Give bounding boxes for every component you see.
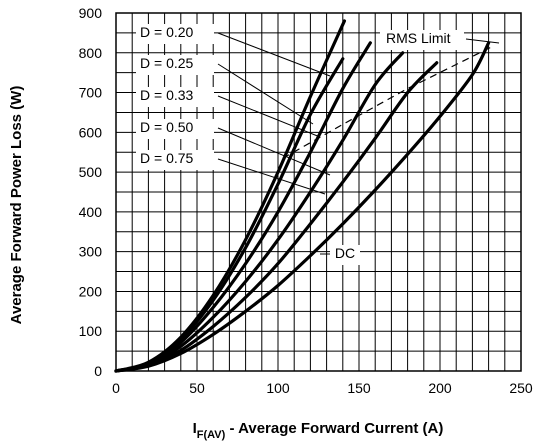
- leader-line-d-0-25: [217, 63, 314, 125]
- leader-line-d-0-50: [217, 127, 331, 176]
- y-tick-label: 0: [94, 363, 102, 379]
- series-label-d-0-50: D = 0.50: [140, 119, 194, 135]
- label-background-d-0-25: [136, 55, 214, 75]
- y-tick-label: 200: [79, 283, 103, 299]
- leader-line-rms-limit: [465, 38, 500, 44]
- x-tick-label: 50: [189, 380, 205, 396]
- tick-label-layer: 0 50 100 150 200 250 0 100 200 300 400 500 600 700 800…: [79, 5, 533, 396]
- y-tick-label: 600: [79, 124, 103, 140]
- y-tick-label: 900: [79, 5, 103, 21]
- annotation-layer: D = 0.20 D = 0.25 D = 0.33 D = 0.50 D = 0.75…: [136, 24, 500, 265]
- y-tick-label: 800: [79, 45, 103, 61]
- leader-line-d-0-20: [217, 32, 331, 77]
- series-label-d-0-33: D = 0.33: [140, 87, 194, 103]
- series-label-dc: DC: [335, 245, 355, 261]
- x-axis-title: IF(AV) - Average Forward Current (A): [193, 420, 444, 441]
- x-tick-label: 200: [428, 380, 452, 396]
- y-axis-title: Average Forward Power Loss (W): [8, 86, 25, 325]
- x-tick-label: 0: [112, 380, 120, 396]
- x-axis-title-rest: - Average Forward Current (A): [225, 420, 443, 437]
- label-background-d-0-50: [136, 119, 214, 139]
- y-tick-label: 700: [79, 85, 103, 101]
- y-tick-label: 400: [79, 204, 103, 220]
- series-line-dc: [114, 41, 491, 373]
- label-background-d-0-75: [136, 150, 214, 170]
- x-tick-label: 250: [509, 380, 533, 396]
- label-background-d-0-20: [136, 24, 214, 44]
- series-label-d-0-75: D = 0.75: [140, 150, 194, 166]
- label-background-dc: [330, 245, 360, 265]
- x-tick-label: 100: [266, 380, 290, 396]
- series-label-rms-limit: RMS Limit: [386, 30, 451, 46]
- y-tick-label: 500: [79, 164, 103, 180]
- leader-line-d-0-33: [217, 95, 321, 138]
- x-axis-title-main: I: [193, 420, 197, 437]
- label-background-d-0-33: [136, 87, 214, 107]
- leader-line-d-0-75: [217, 158, 326, 195]
- series-label-d-0-25: D = 0.25: [140, 55, 194, 71]
- y-tick-label: 100: [79, 323, 103, 339]
- x-axis-title-subscript: F(AV): [197, 429, 226, 441]
- y-tick-label: 300: [79, 244, 103, 260]
- series-line-d-0-75: [114, 61, 439, 373]
- x-tick-label: 150: [347, 380, 371, 396]
- curve-layer: [114, 19, 493, 373]
- plot-frame: [115, 12, 522, 372]
- label-background-rms-limit: [380, 30, 464, 50]
- series-line-d-0-50: [114, 51, 405, 373]
- series-label-d-0-20: D = 0.20: [140, 24, 194, 40]
